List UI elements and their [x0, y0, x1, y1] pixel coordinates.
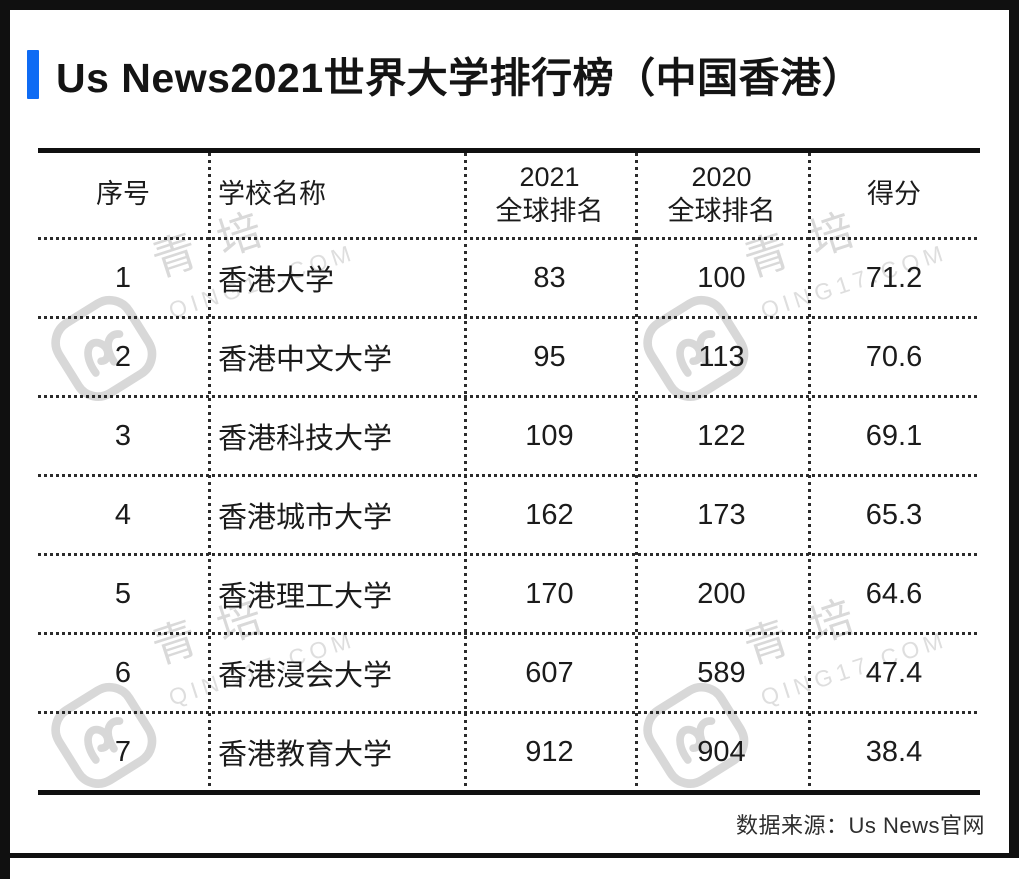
- column-divider: [808, 153, 811, 790]
- data-source-note: 数据来源：Us News官网: [735, 813, 985, 838]
- cell-rank-2021: 912: [525, 735, 574, 768]
- title-block: Us News2021世界大学排行榜（中国香港）: [27, 44, 863, 104]
- column-header-school: 学校名称: [218, 179, 326, 210]
- cell-rank: 1: [114, 261, 132, 294]
- cell-rank-2020: 200: [697, 577, 746, 610]
- cell-rank-2021: 109: [525, 419, 574, 452]
- ranking-table: 序号 学校名称 2021 全球排名 2020 全球排名 得分 1 香港大学 83…: [38, 148, 980, 795]
- table-row: 4 香港城市大学 162 173 65.3: [38, 477, 980, 553]
- frame-border-left: [0, 0, 10, 879]
- row-divider: [38, 474, 980, 477]
- cell-rank: 3: [114, 419, 132, 452]
- cell-rank-2021: 607: [525, 656, 574, 689]
- frame-border-right: [1009, 0, 1019, 858]
- row-divider: [38, 711, 980, 714]
- cell-school: 香港城市大学: [218, 502, 393, 534]
- cell-rank: 7: [114, 735, 132, 768]
- cell-rank-2021: 83: [533, 261, 566, 294]
- column-header-rank-2021: 2021 全球排名: [495, 162, 604, 226]
- cell-school: 香港浸会大学: [218, 660, 393, 692]
- table-bottom-rule: [38, 790, 980, 795]
- column-header-rank-2020: 2020 全球排名: [667, 162, 776, 226]
- column-divider: [208, 153, 211, 790]
- cell-school: 香港理工大学: [218, 581, 393, 613]
- cell-rank-2020: 589: [697, 656, 746, 689]
- cell-rank-2020: 100: [697, 261, 746, 294]
- cell-school: 香港大学: [218, 265, 335, 297]
- cell-rank: 6: [114, 656, 132, 689]
- cell-rank-2020: 173: [697, 498, 746, 531]
- cell-rank-2020: 904: [697, 735, 746, 768]
- row-divider: [38, 237, 980, 240]
- frame-border-bottom: [10, 853, 1019, 858]
- cell-rank: 5: [114, 577, 132, 610]
- row-divider: [38, 395, 980, 398]
- cell-school: 香港教育大学: [218, 739, 393, 771]
- column-divider: [464, 153, 467, 790]
- table-row: 1 香港大学 83 100 71.2: [38, 240, 980, 316]
- cell-score: 71.2: [865, 261, 923, 294]
- row-divider: [38, 632, 980, 635]
- row-divider: [38, 316, 980, 319]
- cell-school: 香港中文大学: [218, 344, 393, 376]
- cell-score: 65.3: [865, 498, 923, 531]
- column-divider: [635, 153, 638, 790]
- cell-school: 香港科技大学: [218, 423, 393, 455]
- table-row: 5 香港理工大学 170 200 64.6: [38, 556, 980, 632]
- cell-rank-2020: 113: [698, 340, 745, 373]
- column-header-score: 得分: [867, 179, 921, 210]
- cell-score: 47.4: [865, 656, 923, 689]
- page-title: Us News2021世界大学排行榜（中国香港）: [56, 55, 864, 101]
- table-row: 6 香港浸会大学 607 589 47.4: [38, 635, 980, 711]
- cell-rank-2021: 170: [525, 577, 574, 610]
- cell-score: 69.1: [865, 419, 923, 452]
- table-row: 7 香港教育大学 912 904 38.4: [38, 714, 980, 790]
- cell-rank: 4: [114, 498, 132, 531]
- column-header-rank: 序号: [96, 179, 150, 210]
- row-divider: [38, 553, 980, 556]
- table-header-row: 序号 学校名称 2021 全球排名 2020 全球排名 得分: [38, 153, 980, 237]
- cell-rank-2020: 122: [697, 419, 746, 452]
- cell-score: 38.4: [865, 735, 923, 768]
- cell-score: 70.6: [865, 340, 923, 373]
- table-row: 2 香港中文大学 95 113 70.6: [38, 319, 980, 395]
- cell-score: 64.6: [865, 577, 923, 610]
- cell-rank: 2: [114, 340, 132, 373]
- cell-rank-2021: 162: [525, 498, 574, 531]
- table-top-rule: [38, 148, 980, 153]
- cell-rank-2021: 95: [533, 340, 566, 373]
- frame-border-top: [0, 0, 1019, 10]
- table-row: 3 香港科技大学 109 122 69.1: [38, 398, 980, 474]
- title-accent-bar: [27, 49, 39, 99]
